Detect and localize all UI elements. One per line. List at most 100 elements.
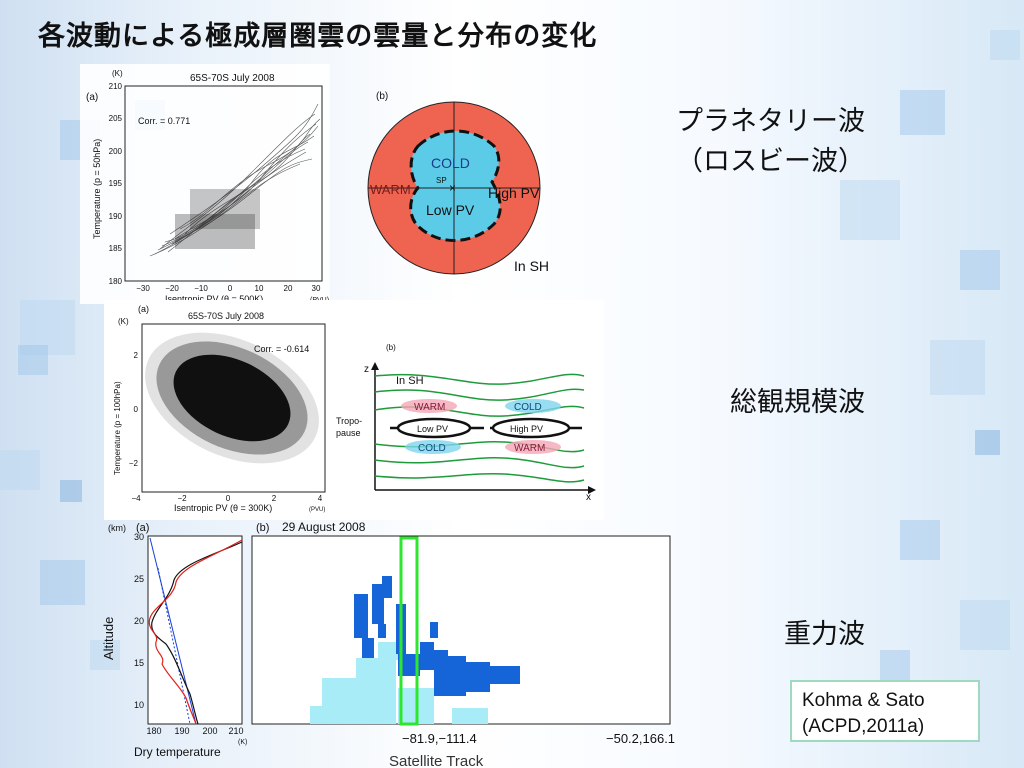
fig1-ytick-210: 210 [109, 82, 123, 91]
fig2-panel-b: (b) [386, 343, 396, 352]
fig3-xtick-210: 210 [228, 726, 243, 736]
fig1-sp-marker: × [449, 181, 456, 195]
fig3-ylabel: Altitude [101, 617, 116, 660]
fig1-xticks: −30 −20 −10 0 10 20 30 [136, 284, 321, 293]
fig2-cold-blob-1 [505, 399, 561, 413]
fig1-xtick-m20: −20 [165, 284, 179, 293]
fig3-ytick-10: 10 [134, 700, 144, 710]
reference-line2: (ACPD,2011a) [802, 716, 925, 737]
fig3-xunit: (K) [238, 739, 247, 746]
fig2-ytick-0: 0 [134, 405, 139, 414]
fig2-cold-label-2: COLD [418, 443, 446, 454]
fig2-ytick-m2: −2 [129, 459, 139, 468]
fig1-yticks: 210 205 200 195 190 185 180 [109, 82, 123, 286]
fig3-ytick-30: 30 [134, 532, 144, 542]
planetary-wave-label: プラネタリー波 （ロスビー波） [640, 102, 865, 182]
fig2-high-pv-lens [491, 417, 571, 439]
fig3-track-label: Satellite Track [389, 753, 484, 768]
fig3-xlabel: Dry temperature [134, 745, 221, 759]
fig2-cold-blob-2 [405, 440, 461, 454]
fig3-blue-dashed-line [157, 567, 191, 725]
fig2-header: 65S-70S July 2008 [188, 311, 264, 321]
fig2-ylabel: Temperature (p = 100hPa) [113, 381, 122, 475]
fig1-ytick-190: 190 [109, 212, 123, 221]
fig2-warm-label-2: WARM [514, 443, 545, 454]
fig3-ytick-15: 15 [134, 658, 144, 668]
fig2-corr: Corr. = -0.614 [254, 344, 309, 354]
fig2-ytick-2: 2 [134, 351, 139, 360]
fig2-low-pv-lens [396, 417, 472, 439]
fig1-low-pv-label: Low PV [426, 202, 475, 218]
fig2-xtick-2: 2 [272, 494, 277, 503]
fig2-tropo1: Tropo- [336, 416, 362, 426]
fig2-unit: (K) [118, 317, 129, 326]
fig3-xticks: 180 190 200 210 [146, 726, 243, 736]
fig3-xtick-190: 190 [174, 726, 189, 736]
fig1-ylabel: Temperature (p = 50hPa) [92, 139, 102, 239]
fig2-in-sh: In SH [396, 375, 424, 387]
planetary-wave-line2: （ロスビー波） [676, 146, 865, 177]
fig1-corr: Corr. = 0.771 [138, 116, 190, 126]
fig2-warm-blob-1 [401, 399, 457, 413]
fig3-date: 29 August 2008 [282, 520, 366, 534]
fig1-xtick-m10: −10 [194, 284, 208, 293]
fig3-unit: (km) [108, 523, 126, 533]
fig2-x-label: x [586, 492, 591, 503]
fig2-xticks: −4 −2 0 2 4 [131, 494, 322, 503]
figure-gravity-wave: (km) (a) 30 25 20 15 10 180 190 200 210 … [101, 520, 675, 768]
fig1-xtick-m30: −30 [136, 284, 150, 293]
fig2-xunit: (PVU) [309, 507, 325, 513]
fig2-xtick-m4: −4 [131, 494, 141, 503]
fig1-high-pv-label: High PV [488, 185, 540, 201]
fig1-xtick-30: 30 [312, 284, 321, 293]
fig1-sp-label: SP [436, 176, 447, 185]
fig3-red-profile [148, 539, 243, 725]
fig1-panel-a: (a) [86, 92, 98, 103]
fig2-yticks: 2 0 −2 [129, 351, 139, 468]
fig2-scatter [145, 332, 319, 464]
fig3-ytick-20: 20 [134, 616, 144, 626]
fig1-cold-label: COLD [431, 155, 470, 171]
fig2-xtick-m2: −2 [177, 494, 187, 503]
fig1-ytick-185: 185 [109, 244, 123, 253]
fig2-tropo2: pause [336, 428, 361, 438]
fig3-xtick-180: 180 [146, 726, 161, 736]
fig1-scatter [149, 103, 321, 257]
fig1-ytick-200: 200 [109, 147, 123, 156]
fig2-warm-blob-2 [505, 440, 561, 454]
fig2-xlabel: Isentropic PV (θ = 300K) [174, 503, 272, 513]
fig1-xtick-20: 20 [284, 284, 293, 293]
slide-title: 各波動による極成層圏雲の雲量と分布の変化 [38, 21, 598, 52]
synoptic-wave-label: 総観規模波 [730, 387, 865, 418]
fig1-xtick-10: 10 [255, 284, 264, 293]
fig3-highlight-box [399, 536, 419, 726]
planetary-wave-line1: プラネタリー波 [676, 106, 865, 137]
fig3-panel-b: (b) [256, 522, 269, 534]
fig3-track-tick2: −50.2,166.1 [606, 731, 675, 746]
fig1-xtick-0: 0 [228, 284, 233, 293]
fig3-blue-line [149, 537, 197, 725]
fig2-z-label: z [364, 364, 369, 375]
fig1-panel-b: (b) [376, 91, 388, 102]
fig3-xtick-200: 200 [202, 726, 217, 736]
fig1-xlabel: Isentropic PV (θ = 500K) [165, 294, 263, 304]
fig3-ytick-25: 25 [134, 574, 144, 584]
reference-line1: Kohma & Sato [802, 690, 925, 711]
fig1-ytick-205: 205 [109, 114, 123, 123]
fig1-warm-label: WARM [370, 182, 411, 197]
figure-synoptic-wave: (K) (a) 65S-70S July 2008 Corr. = -0.614… [113, 304, 596, 513]
fig1-ytick-180: 180 [109, 277, 123, 286]
fig1-ytick-195: 195 [109, 179, 123, 188]
fig2-xtick-0: 0 [226, 494, 231, 503]
fig2-xtick-4: 4 [318, 494, 323, 503]
figure-synoptic-wave-panel: (K) (a) 65S-70S July 2008 Corr. = -0.614… [104, 300, 604, 520]
fig1-in-sh-label: In SH [514, 258, 549, 274]
fig1-unit: (K) [112, 69, 123, 78]
fig2-warm-label-1: WARM [414, 402, 445, 413]
fig2-high-pv-label: High PV [510, 424, 543, 434]
fig1-header: 65S-70S July 2008 [190, 73, 275, 84]
fig2-low-pv-label: Low PV [417, 424, 448, 434]
figure-planetary-wave: (K) (a) 65S-70S July 2008 Corr. = 0.771 … [80, 64, 549, 304]
fig3-track-tick1: −81.9,−111.4 [402, 731, 477, 746]
gravity-wave-label: 重力波 [784, 619, 865, 650]
